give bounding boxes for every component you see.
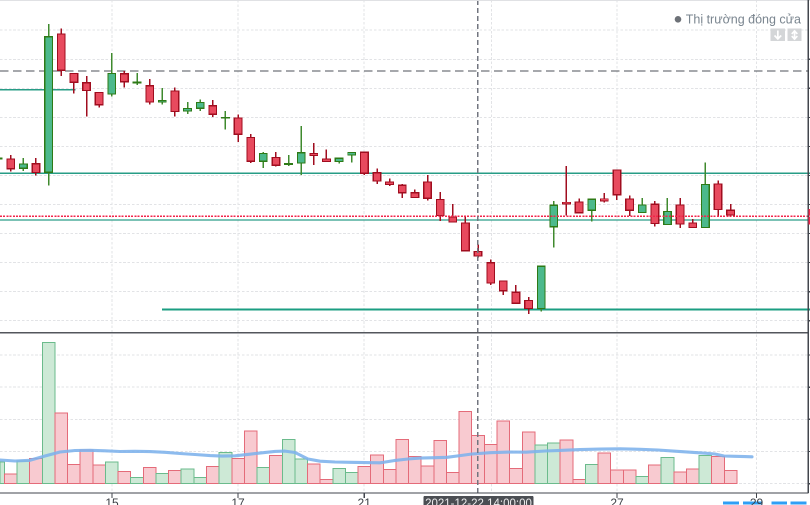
svg-text:21: 21 — [358, 496, 372, 505]
svg-text:17: 17 — [231, 496, 245, 505]
svg-text:27: 27 — [610, 496, 624, 505]
svg-text:2021-12-22 14:00:00: 2021-12-22 14:00:00 — [425, 498, 532, 505]
svg-text:15: 15 — [105, 496, 119, 505]
svg-text:29: 29 — [750, 496, 764, 505]
svg-text:Thị trường đóng cửa: Thị trường đóng cửa — [686, 12, 801, 26]
